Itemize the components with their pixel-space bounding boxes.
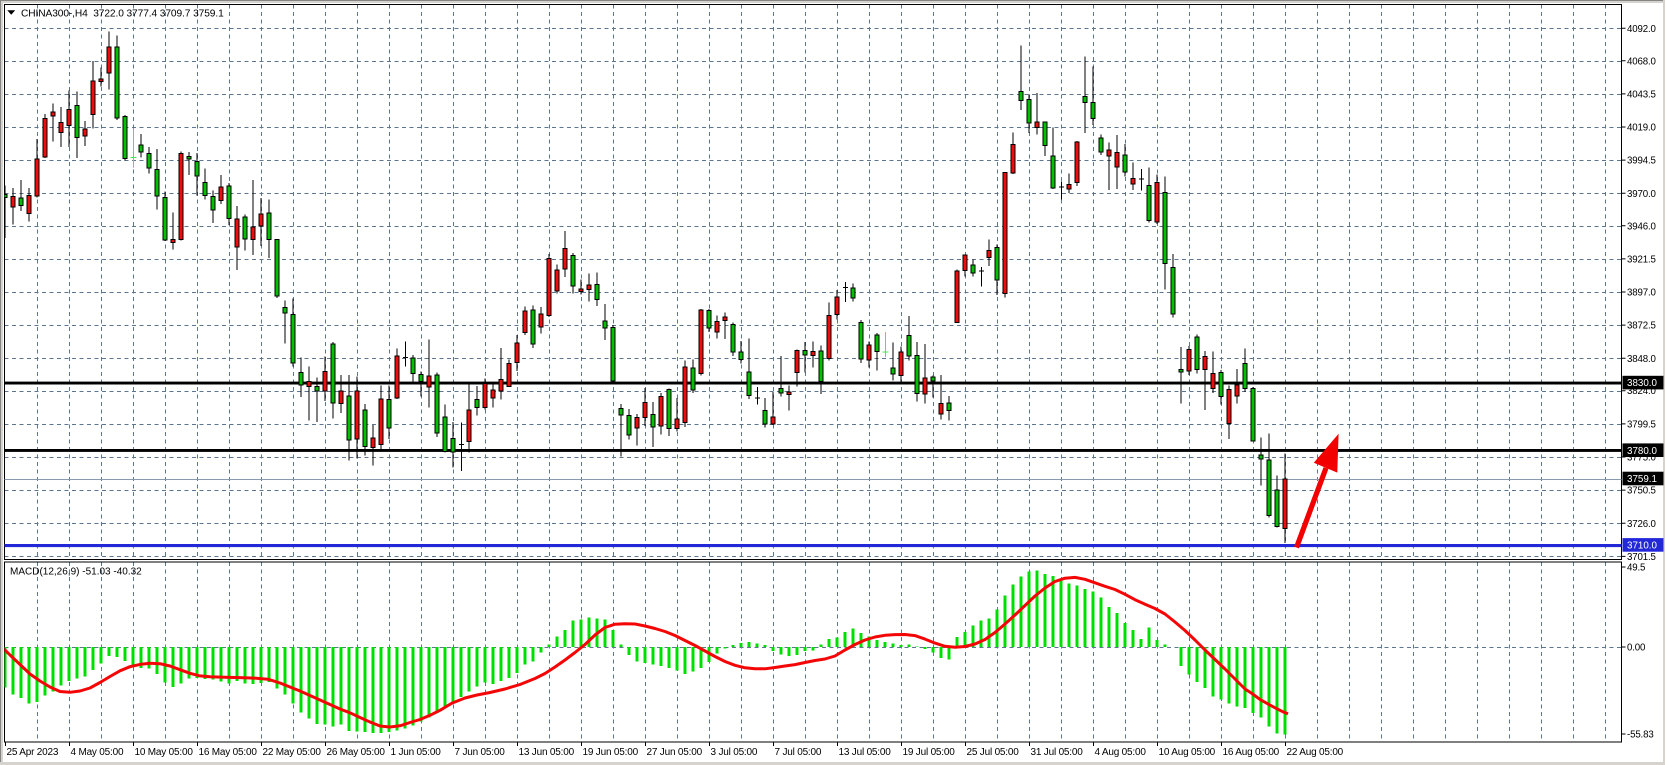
svg-text:3759.1: 3759.1: [1627, 474, 1657, 485]
svg-text:25 Apr 2023: 25 Apr 2023: [7, 747, 59, 758]
svg-text:4092.0: 4092.0: [1627, 24, 1656, 35]
svg-text:3824.0: 3824.0: [1627, 386, 1656, 397]
svg-text:16 May 05:00: 16 May 05:00: [199, 747, 258, 758]
svg-text:CHINA300-,H4 3722.0 3777.4 37: CHINA300-,H4 3722.0 3777.4 3709.7 3759.1: [21, 9, 224, 20]
svg-text:13 Jul 05:00: 13 Jul 05:00: [839, 747, 892, 758]
svg-text:16 Aug 05:00: 16 Aug 05:00: [1223, 747, 1280, 758]
svg-text:10 May 05:00: 10 May 05:00: [135, 747, 194, 758]
svg-text:27 Jun 05:00: 27 Jun 05:00: [647, 747, 703, 758]
svg-text:3780.0: 3780.0: [1627, 446, 1658, 457]
svg-text:3750.5: 3750.5: [1627, 486, 1656, 497]
svg-text:22 May 05:00: 22 May 05:00: [263, 747, 322, 758]
svg-text:3994.5: 3994.5: [1627, 156, 1656, 167]
svg-text:MACD(12,26,9) -51.03 -40.32: MACD(12,26,9) -51.03 -40.32: [10, 567, 142, 578]
svg-text:22 Aug 05:00: 22 Aug 05:00: [1287, 747, 1344, 758]
svg-text:-55.83: -55.83: [1627, 730, 1654, 741]
svg-text:3701.5: 3701.5: [1627, 552, 1656, 563]
svg-text:4019.0: 4019.0: [1627, 123, 1656, 134]
svg-text:31 Jul 05:00: 31 Jul 05:00: [1031, 747, 1084, 758]
svg-text:3872.5: 3872.5: [1627, 321, 1656, 332]
svg-text:0.00: 0.00: [1627, 643, 1646, 654]
svg-text:26 May 05:00: 26 May 05:00: [327, 747, 386, 758]
svg-text:1 Jun 05:00: 1 Jun 05:00: [391, 747, 442, 758]
svg-text:19 Jul 05:00: 19 Jul 05:00: [903, 747, 956, 758]
svg-text:3970.0: 3970.0: [1627, 189, 1656, 200]
svg-text:3848.0: 3848.0: [1627, 354, 1656, 365]
svg-text:49.5: 49.5: [1627, 563, 1645, 574]
svg-text:7 Jul 05:00: 7 Jul 05:00: [775, 747, 822, 758]
svg-text:4 May 05:00: 4 May 05:00: [71, 747, 124, 758]
svg-text:3921.5: 3921.5: [1627, 254, 1656, 265]
svg-text:3726.0: 3726.0: [1627, 519, 1656, 530]
svg-text:4 Aug 05:00: 4 Aug 05:00: [1095, 747, 1147, 758]
svg-text:3897.0: 3897.0: [1627, 288, 1656, 299]
svg-text:3799.5: 3799.5: [1627, 419, 1656, 430]
svg-text:3710.0: 3710.0: [1627, 541, 1658, 552]
svg-text:4068.0: 4068.0: [1627, 56, 1656, 67]
svg-text:3775.0: 3775.0: [1627, 453, 1656, 464]
svg-text:10 Aug 05:00: 10 Aug 05:00: [1159, 747, 1216, 758]
svg-text:3 Jul 05:00: 3 Jul 05:00: [711, 747, 758, 758]
svg-text:3946.0: 3946.0: [1627, 221, 1656, 232]
svg-text:7 Jun 05:00: 7 Jun 05:00: [455, 747, 506, 758]
svg-text:4043.5: 4043.5: [1627, 89, 1656, 100]
svg-text:3830.0: 3830.0: [1627, 378, 1658, 389]
svg-text:19 Jun 05:00: 19 Jun 05:00: [583, 747, 639, 758]
svg-text:13 Jun 05:00: 13 Jun 05:00: [519, 747, 575, 758]
svg-text:25 Jul 05:00: 25 Jul 05:00: [967, 747, 1020, 758]
